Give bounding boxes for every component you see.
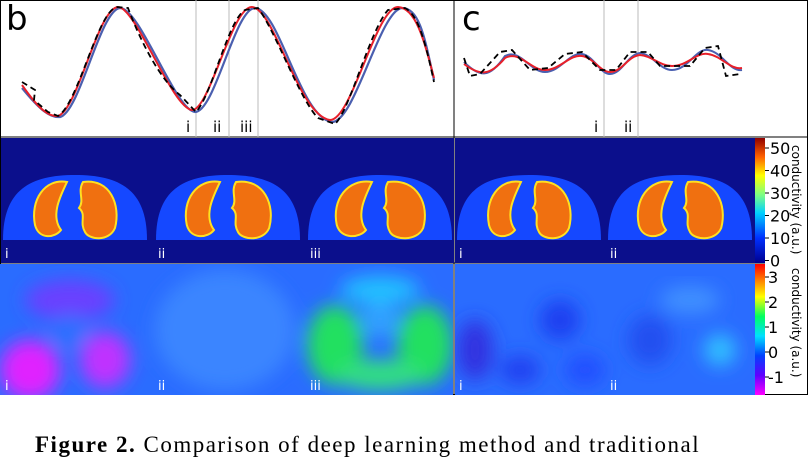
right-lung — [230, 180, 272, 240]
image-label: i — [459, 379, 463, 394]
panel-c-letter: c — [462, 0, 481, 39]
image-label: ii — [610, 247, 617, 262]
right-lung — [531, 180, 572, 240]
reference-image: ii — [156, 175, 300, 262]
colorbar-top-tick: 30 — [770, 184, 790, 203]
colorbar-bottom-tick: -1 — [768, 368, 784, 387]
left-lung — [487, 180, 523, 238]
marker-label: i — [594, 118, 598, 136]
colorbar-top — [755, 138, 765, 263]
marker-label: ii — [213, 118, 221, 136]
panel-b-waveform: b i ii iii — [6, 0, 436, 137]
right-lung — [77, 180, 118, 240]
marker-label: i — [186, 118, 190, 136]
figure-caption: Figure 2. Comparison of deep learning me… — [35, 432, 700, 458]
right-lung — [382, 180, 426, 240]
reference-images-row: i ii iii i ii — [3, 175, 752, 262]
colorbar-top-tick: 40 — [770, 162, 790, 181]
image-label: i — [5, 247, 9, 262]
image-label: ii — [158, 379, 165, 394]
colorbar-top-tick: 10 — [770, 229, 790, 248]
colorbar-bottom-tick: 3 — [768, 268, 778, 287]
marker-label: iii — [240, 118, 253, 136]
colorbar-bottom-label: conductivity (a.u.) — [789, 268, 803, 377]
colorbar-top-label: conductivity (a.u.) — [789, 145, 803, 254]
left-lung — [184, 180, 222, 238]
image-label: i — [5, 379, 9, 394]
reconstruction-images-c — [455, 264, 755, 395]
colorbar-bottom-tick: 2 — [768, 293, 778, 312]
reconstruction-images-b — [0, 264, 453, 395]
reference-image: ii — [608, 175, 752, 262]
colorbar-bottom — [755, 264, 765, 395]
left-lung — [33, 180, 69, 238]
figure: b i ii iii c i ii i ii iii i ii i ii iii i ii — [0, 0, 808, 395]
left-lung — [636, 180, 674, 238]
colorbar-bottom-tick: 1 — [768, 318, 778, 337]
panel-b-letter: b — [6, 0, 28, 39]
left-lung — [334, 180, 374, 238]
caption-text: Comparison of deep learning method and t… — [143, 432, 701, 457]
image-label: iii — [310, 247, 321, 262]
panel-c-waveform: c i ii — [462, 0, 743, 137]
colorbar-top-tick: 20 — [770, 207, 790, 226]
marker-label: ii — [624, 118, 632, 136]
colorbar-top-tick: 0 — [770, 252, 780, 271]
image-label: iii — [310, 379, 321, 394]
right-lung — [682, 180, 724, 240]
colorbar-bottom-tick: 0 — [768, 343, 778, 362]
colorbar-top-tick: 50 — [770, 139, 790, 158]
caption-prefix: Figure 2. — [35, 432, 137, 457]
image-label: i — [459, 247, 463, 262]
reference-image: iii — [308, 175, 452, 262]
image-label: ii — [610, 379, 617, 394]
reference-image: i — [3, 175, 147, 262]
image-label: ii — [158, 247, 165, 262]
reference-image: i — [457, 175, 601, 262]
